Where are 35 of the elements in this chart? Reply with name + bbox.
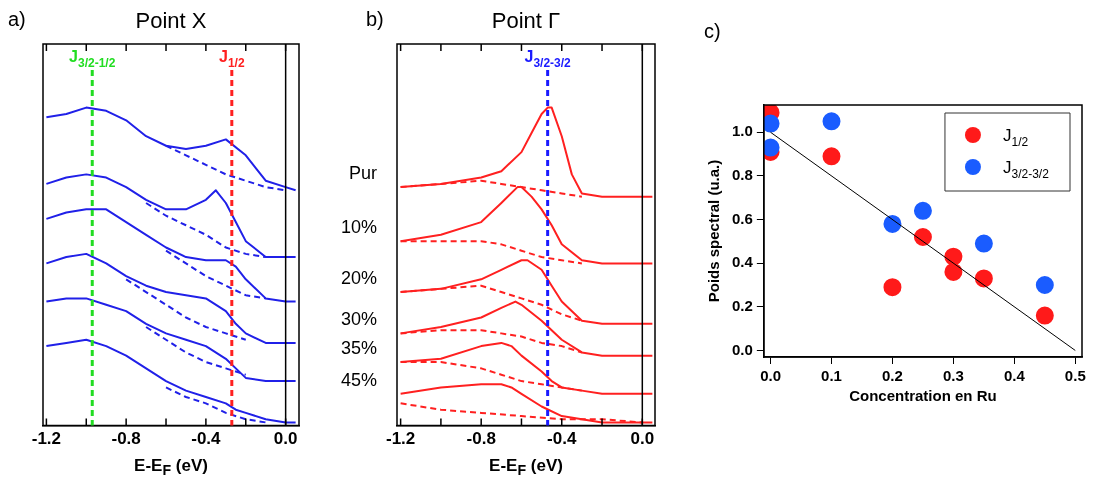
x-tick-label: -0.8 — [466, 429, 496, 449]
x-tick-label: 0.4 — [1003, 367, 1026, 385]
x-tick-label: 0.0 — [630, 429, 655, 449]
text: a) — [8, 8, 26, 31]
series-label: 20% — [340, 268, 377, 289]
x-tick-label: -0.4 — [191, 429, 222, 449]
x-axis-title: E-E$_{F}$ (eV) — [133, 455, 209, 478]
series-label: 10% — [340, 217, 377, 238]
x-tick-label: -0.4 — [547, 429, 577, 449]
x-tick-label: -1.2 — [385, 429, 416, 449]
x-axis-title: Concentration en Ru — [848, 387, 998, 404]
x-tick-label: 0.0 — [273, 429, 298, 449]
y-tick-label: 0.8 — [731, 166, 753, 184]
x-tick-label: 0.1 — [821, 367, 842, 385]
x-tick-label: -0.8 — [111, 429, 141, 449]
x-tick-label: 0.3 — [942, 367, 964, 385]
chart-title: Point X — [134, 8, 208, 34]
text: c) — [704, 20, 721, 43]
x-tick-label: 0.5 — [1064, 367, 1086, 385]
y-tick-label: 0.2 — [731, 296, 753, 314]
text: b) — [366, 8, 384, 31]
series-label: Pur — [348, 163, 378, 184]
x-tick-label: -1.2 — [31, 429, 62, 449]
x-tick-label: 0.2 — [882, 367, 903, 385]
series-label: 30% — [340, 309, 377, 330]
y-tick-label: 0.0 — [731, 340, 753, 358]
y-tick-label: 0.6 — [731, 209, 753, 227]
x-axis-title: E-E$_{F}$ (eV) — [488, 455, 564, 478]
y-tick-label: 0.4 — [731, 253, 754, 271]
series-label: 45% — [340, 369, 377, 390]
y-axis-title: Poids spectral (u.a.) — [705, 159, 723, 303]
chart-title: Point Γ — [490, 8, 562, 34]
y-tick-label: 1.0 — [731, 122, 753, 140]
x-tick-label: 0.0 — [760, 367, 781, 385]
series-label: 35% — [340, 338, 377, 358]
